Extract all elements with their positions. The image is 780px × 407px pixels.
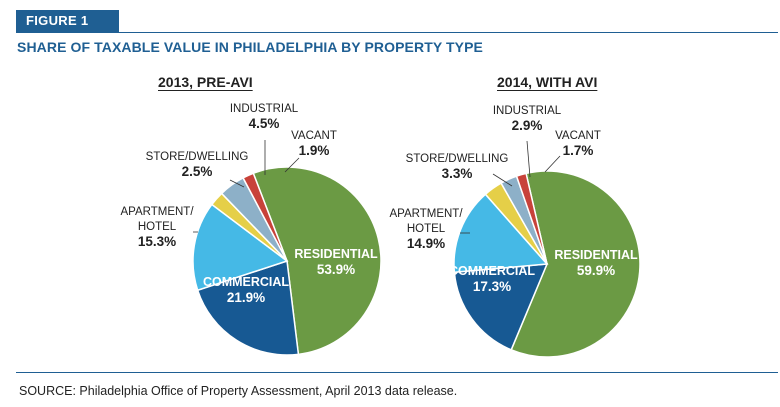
leader-line-vacant <box>544 155 561 173</box>
slice-label-commercial-value: 17.3% <box>473 279 511 294</box>
slice-label-industrial-value: 4.5% <box>249 116 280 131</box>
slice-label-commercial-value: 21.9% <box>227 290 265 305</box>
slice-label-vacant-value: 1.9% <box>299 143 330 158</box>
slice-label-store-dwelling-value: 3.3% <box>442 166 473 181</box>
slice-label-store-dwelling-name: STORE/DWELLING <box>146 151 249 163</box>
pie-slice-residential <box>510 170 641 358</box>
top-divider <box>16 32 778 33</box>
pie-slice-residential <box>252 166 382 356</box>
pie-slice-commercial <box>196 260 300 356</box>
pie-slice-apartment-hotel <box>453 193 549 274</box>
slice-label-store-dwelling-name: STORE/DWELLING <box>406 153 509 165</box>
slice-label-apartment-hotel-name: HOTEL <box>407 223 446 235</box>
slice-label-store-dwelling-value: 2.5% <box>182 164 213 179</box>
leader-line-industrial <box>526 140 531 178</box>
slice-label-vacant-name: VACANT <box>291 130 337 142</box>
leader-line-vacant <box>284 157 300 173</box>
slice-label-residential-value: 53.9% <box>317 262 355 277</box>
figure-title: SHARE OF TAXABLE VALUE IN PHILADELPHIA B… <box>17 39 483 55</box>
figure-label: FIGURE 1 <box>16 10 119 32</box>
slice-label-apartment-hotel-name: APARTMENT/ <box>389 208 463 220</box>
source-note: SOURCE: Philadelphia Office of Property … <box>19 384 458 398</box>
slice-label-apartment-hotel-value: 14.9% <box>407 236 445 251</box>
slice-label-residential-name: RESIDENTIAL <box>554 248 638 262</box>
chart-title-2013: 2013, PRE-AVI <box>158 74 253 90</box>
slice-label-industrial-value: 2.9% <box>512 118 543 133</box>
bottom-divider <box>16 372 778 373</box>
slice-label-apartment-hotel-name: APARTMENT/ <box>120 206 194 218</box>
slice-label-industrial-name: INDUSTRIAL <box>493 105 562 117</box>
slice-label-industrial-name: INDUSTRIAL <box>230 103 299 115</box>
slice-label-commercial-name: COMMERCIAL <box>449 264 535 278</box>
slice-label-commercial-name: COMMERCIAL <box>203 275 289 289</box>
leader-line-store-dwelling <box>229 179 245 188</box>
slice-label-vacant-value: 1.7% <box>563 143 594 158</box>
slice-label-apartment-hotel-value: 15.3% <box>138 234 176 249</box>
pie-slice-vacant <box>242 172 288 262</box>
pie-slice-commercial <box>453 263 549 351</box>
slice-label-vacant-name: VACANT <box>555 130 601 142</box>
slice-label-residential-value: 59.9% <box>577 263 615 278</box>
chart-title-2014: 2014, WITH AVI <box>497 74 598 90</box>
slice-label-residential-name: RESIDENTIAL <box>294 247 378 261</box>
slice-label-apartment-hotel-name: HOTEL <box>138 221 177 233</box>
leader-line-store-dwelling <box>492 173 513 187</box>
pie-slice-apartment-hotel <box>192 203 289 292</box>
pie-slice-vacant <box>515 172 548 265</box>
